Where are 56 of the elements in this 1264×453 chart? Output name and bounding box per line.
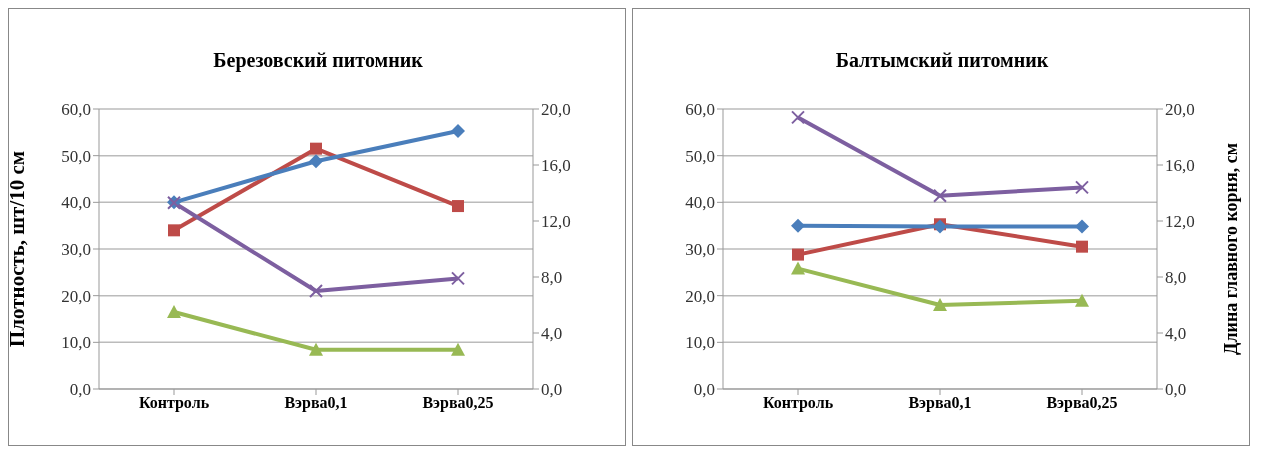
y2-tick-label: 0,0 <box>541 380 563 400</box>
y-tick-label: 10,0 <box>61 333 91 353</box>
x-tick-label: Вэрва0,1 <box>908 394 972 413</box>
y-tick-label: 10,0 <box>685 333 715 353</box>
point <box>792 248 804 261</box>
point <box>309 284 323 298</box>
y2-tick-label: 8,0 <box>541 268 563 288</box>
point <box>933 298 947 311</box>
x-tick-label: Вэрва0,25 <box>1046 394 1118 413</box>
y2-tick-label: 16,0 <box>541 156 571 176</box>
y-tick-label: 30,0 <box>61 240 91 260</box>
point <box>167 305 181 318</box>
point <box>451 123 465 138</box>
y-tick-label: 0,0 <box>69 380 91 400</box>
point <box>791 110 805 125</box>
x-tick-label: Контроль <box>762 394 834 413</box>
point <box>1076 240 1088 253</box>
x-tick-label: Вэрва0,25 <box>422 394 494 413</box>
y-tick-label: 20,0 <box>61 286 91 306</box>
y-tick-label: 0,0 <box>693 380 715 400</box>
y-tick-label: 50,0 <box>61 146 91 166</box>
y-tick-label: 20,0 <box>685 286 715 306</box>
point <box>452 200 464 213</box>
y-tick-label: 40,0 <box>61 193 91 213</box>
y2-tick-label: 20,0 <box>1165 100 1195 120</box>
y-tick-label: 60,0 <box>685 100 715 120</box>
y2-tick-label: 4,0 <box>1165 324 1187 344</box>
y2-tick-label: 4,0 <box>541 324 563 344</box>
y-axis-title: Плотность, шт/10 см <box>5 150 30 348</box>
point <box>309 342 323 356</box>
x-tick-label: Контроль <box>138 394 210 413</box>
point <box>791 218 805 233</box>
y2-axis-title: Длина главного корня, см <box>1221 143 1242 355</box>
y-tick-label: 60,0 <box>61 100 91 120</box>
point <box>309 154 323 169</box>
point <box>791 261 805 275</box>
point <box>451 342 465 356</box>
y2-tick-label: 20,0 <box>541 100 571 120</box>
chart-title: Балтымский питомник <box>834 49 1050 72</box>
x-tick-label: Вэрва0,1 <box>284 394 348 413</box>
point <box>451 271 465 286</box>
chart-title: Березовский питомник <box>212 49 424 72</box>
y-tick-label: 50,0 <box>685 146 715 166</box>
y2-tick-label: 12,0 <box>1165 212 1195 232</box>
y-tick-label: 40,0 <box>685 193 715 213</box>
y2-tick-label: 12,0 <box>541 212 571 232</box>
point <box>1075 180 1089 195</box>
y2-tick-label: 8,0 <box>1165 268 1187 288</box>
y2-tick-label: 16,0 <box>1165 156 1195 176</box>
point <box>1075 293 1089 307</box>
y-tick-label: 30,0 <box>685 240 715 260</box>
y2-tick-label: 0,0 <box>1165 380 1187 400</box>
point <box>933 188 947 203</box>
point <box>310 142 322 155</box>
point <box>168 224 180 237</box>
point <box>1075 219 1089 234</box>
